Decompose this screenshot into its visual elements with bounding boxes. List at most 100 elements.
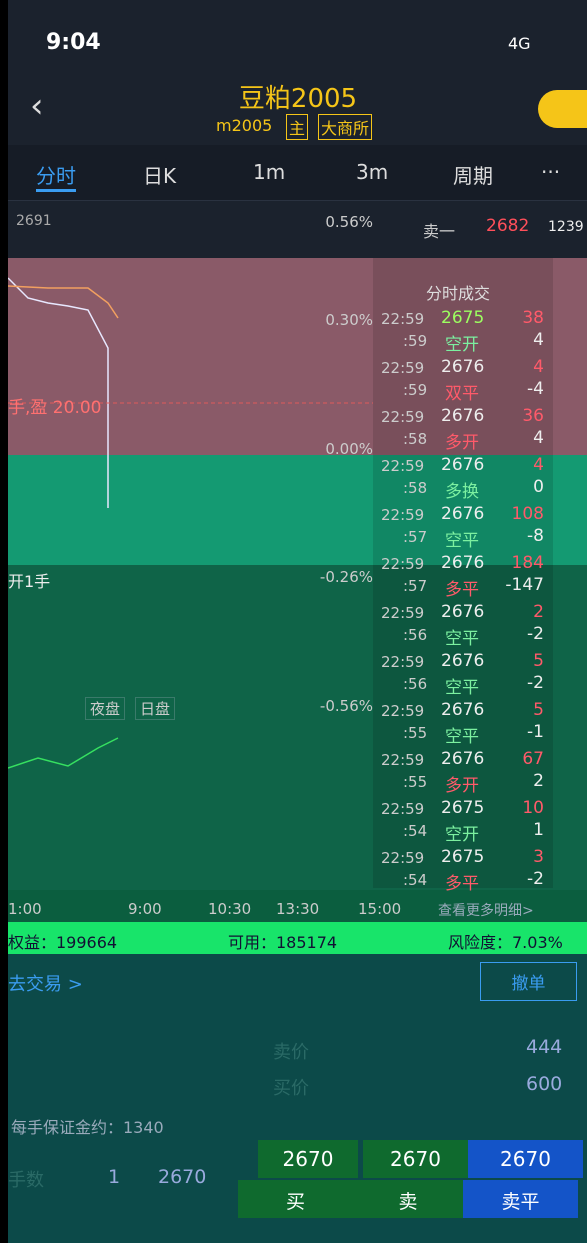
trade-time: 22:59 [381,800,424,818]
trade-change: -2 [498,869,544,889]
equity: 权益：199664 [8,929,117,953]
trade-price: 2676 [441,504,484,524]
time-label: 10:30 [208,900,251,918]
trade-price: 2676 [441,651,484,671]
trade-change: 4 [498,330,544,350]
tab[interactable]: 3m [356,160,388,184]
tab[interactable]: ··· [541,160,560,184]
order-button[interactable]: 卖 [353,1187,463,1214]
avg-line [8,286,118,318]
trade-volume: 38 [498,308,544,328]
bid-price-label: 买价 [273,1074,309,1100]
header-tag: 大商所 [318,114,372,140]
more-link[interactable]: 查看更多明细> [438,900,534,920]
trade-time: 22:59 [381,310,424,328]
trade-second: :59 [403,332,427,350]
trade-price: 2675 [441,308,484,328]
position-note: 手,盈 20.00 [8,393,101,418]
lots-label: 手数 [8,1166,44,1192]
header-tag: 主 [286,114,308,140]
trade-volume: 2 [498,602,544,622]
tab[interactable]: 周期 [453,160,493,189]
trade-second: :56 [403,626,427,644]
trade-volume: 184 [498,553,544,573]
trade-time: 22:59 [381,702,424,720]
order-price[interactable]: 2670 [468,1147,583,1171]
trade-type: 多开 [445,771,479,796]
trade-change: -8 [498,526,544,546]
pct-label: 0.00% [308,440,373,458]
header-code: m2005 [216,116,272,135]
trade-second: :57 [403,528,427,546]
trade-price: 2676 [441,406,484,426]
trade-change: -147 [498,575,544,595]
trade-time: 22:59 [381,849,424,867]
bid-price-value: 600 [526,1073,562,1095]
trade-type: 空平 [445,722,479,747]
session-button[interactable]: 夜盘 [85,697,125,720]
risk: 风险度：7.03% [448,929,563,953]
trade-price: 2676 [441,455,484,475]
back-button[interactable]: ‹ [30,86,44,126]
pct-label: -0.56% [308,697,373,715]
trade-type: 空平 [445,624,479,649]
flash-button[interactable] [538,90,587,128]
trade-type: 多平 [445,869,479,894]
trade-change: -4 [498,379,544,399]
trade-change: 2 [498,771,544,791]
trade-change: 0 [498,477,544,497]
trades-title: 分时成交 [426,280,490,304]
trade-price: 2675 [441,798,484,818]
trade-second: :55 [403,724,427,742]
order-button[interactable]: 卖平 [463,1187,578,1214]
cancel-button[interactable]: 撤单 [480,962,577,1001]
trade-second: :58 [403,430,427,448]
trade-second: :55 [403,773,427,791]
trade-volume: 36 [498,406,544,426]
trade-price: 2676 [441,749,484,769]
ask-volume: 1239 [548,219,584,235]
trade-volume: 5 [498,651,544,671]
trade-type: 空平 [445,526,479,551]
price-input[interactable]: 2670 [158,1166,206,1188]
trade-volume: 67 [498,749,544,769]
order-button[interactable]: 买 [238,1187,353,1214]
open-note: 开1手 [8,568,50,592]
trade-price: 2676 [441,357,484,377]
go-trade-link[interactable]: 去交易 > [8,970,83,996]
tab[interactable]: 分时 [36,160,76,192]
trade-second: :54 [403,822,427,840]
tab[interactable]: 日K [143,160,176,189]
available: 可用：185174 [228,929,337,953]
status-network: 4G [508,34,531,53]
session-button[interactable]: 日盘 [135,697,175,720]
status-time: 9:04 [46,30,101,55]
pct-label: 0.30% [308,311,373,329]
trade-time: 22:59 [381,653,424,671]
trade-second: :59 [403,381,427,399]
trade-volume: 4 [498,357,544,377]
ask-label: 卖一 [423,218,455,242]
trade-change: -1 [498,722,544,742]
trade-second: :58 [403,479,427,497]
trade-time: 22:59 [381,359,424,377]
time-label: 13:30 [276,900,319,918]
lots-input[interactable]: 1 [108,1166,120,1188]
pct-label: 0.56% [308,213,373,231]
trade-volume: 4 [498,455,544,475]
trade-time: 22:59 [381,506,424,524]
trade-type: 多开 [445,428,479,453]
order-price[interactable]: 2670 [363,1147,468,1171]
trade-time: 22:59 [381,751,424,769]
trade-type: 空开 [445,330,479,355]
ask-price-label: 卖价 [273,1038,309,1064]
trade-second: :56 [403,675,427,693]
trade-time: 22:59 [381,457,424,475]
margin-note: 每手保证金约：1340 [11,1114,164,1138]
order-price[interactable]: 2670 [258,1147,358,1171]
trade-volume: 3 [498,847,544,867]
trade-price: 2676 [441,602,484,622]
tab[interactable]: 1m [253,160,285,184]
pct-label: -0.26% [308,568,373,586]
